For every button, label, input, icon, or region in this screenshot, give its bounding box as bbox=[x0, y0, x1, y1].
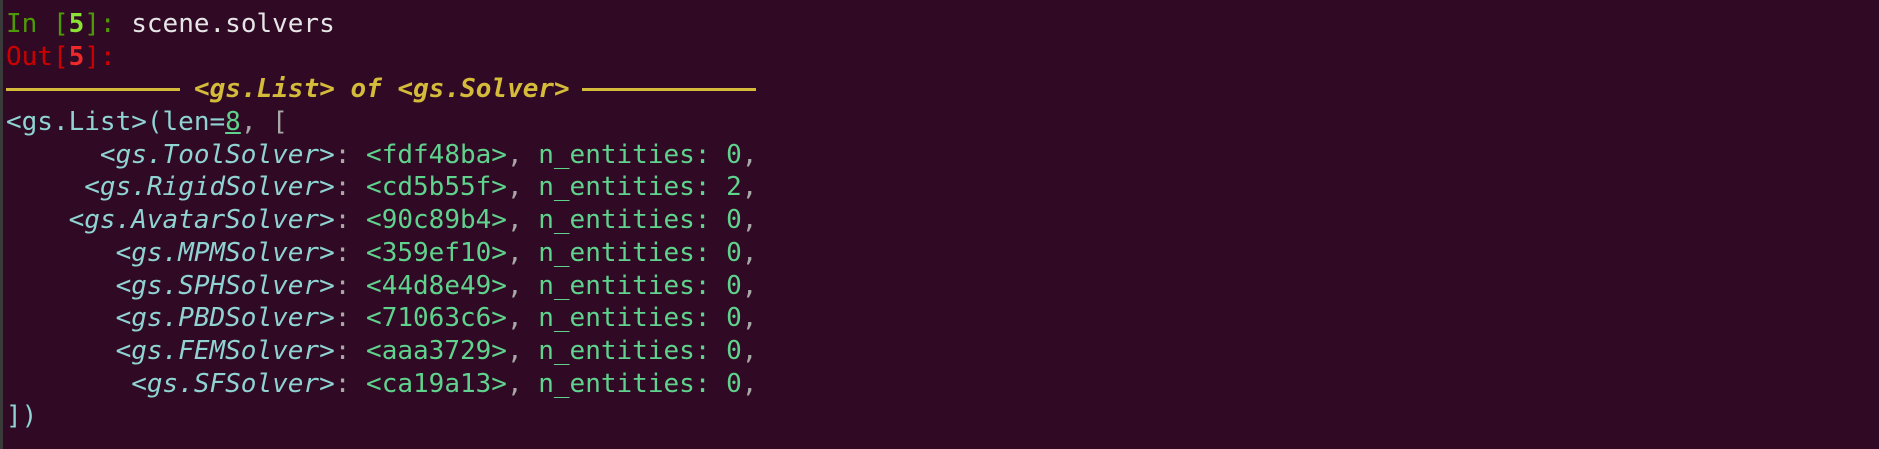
comma: , bbox=[506, 237, 539, 268]
colon: : bbox=[334, 303, 367, 334]
header-rule: <gs.List> of <gs.Solver> bbox=[6, 73, 757, 106]
list-open-bracket: , [ bbox=[240, 107, 288, 138]
colon: : bbox=[694, 172, 727, 203]
n-entities: 2 bbox=[726, 172, 742, 203]
input-line: In [5]: scene.solvers bbox=[6, 9, 335, 39]
indent bbox=[6, 271, 116, 301]
solver-row: <gs.PBDSolver>: <71063c6>, n_entities: 0… bbox=[6, 302, 758, 335]
solver-name: <gs.SFSolver> bbox=[131, 368, 335, 399]
comma: , bbox=[506, 139, 539, 170]
solver-name: <gs.FEMSolver> bbox=[115, 335, 335, 366]
terminal-output: In [5]: scene.solvers Out[5]: <gs.List> … bbox=[6, 8, 757, 433]
solver-id: <aaa3729> bbox=[366, 335, 507, 366]
n-entities: 0 bbox=[726, 237, 742, 268]
colon: : bbox=[334, 205, 367, 236]
input-code: scene.solvers bbox=[131, 9, 335, 39]
field-label: n_entities bbox=[538, 335, 695, 366]
colon: : bbox=[694, 303, 727, 334]
out-prompt: Out bbox=[6, 41, 53, 72]
comma: , bbox=[741, 270, 758, 301]
colon: : bbox=[694, 139, 727, 170]
solver-name: <gs.SPHSolver> bbox=[115, 270, 335, 301]
colon: : bbox=[334, 335, 367, 366]
comma: , bbox=[741, 172, 758, 203]
indent bbox=[6, 336, 116, 366]
indent bbox=[6, 303, 116, 333]
colon: : bbox=[334, 368, 367, 399]
colon: : bbox=[694, 205, 727, 236]
solver-id: <ca19a13> bbox=[366, 368, 507, 399]
comma: , bbox=[741, 303, 758, 334]
solver-id: <44d8e49> bbox=[366, 270, 507, 301]
comma: , bbox=[741, 139, 758, 170]
field-label: n_entities bbox=[538, 237, 695, 268]
solver-id: <fdf48ba> bbox=[366, 139, 507, 170]
solver-row: <gs.AvatarSolver>: <90c89b4>, n_entities… bbox=[6, 204, 758, 237]
colon: : bbox=[694, 237, 727, 268]
colon: : bbox=[334, 237, 367, 268]
window-edge bbox=[0, 0, 3, 449]
list-open: <gs.List>(len=8, [ bbox=[6, 106, 757, 139]
comma: , bbox=[506, 270, 539, 301]
field-label: n_entities bbox=[538, 139, 695, 170]
indent bbox=[6, 205, 69, 235]
comma: , bbox=[741, 205, 758, 236]
field-label: n_entities bbox=[538, 205, 695, 236]
comma: , bbox=[741, 237, 758, 268]
n-entities: 0 bbox=[726, 270, 742, 301]
solver-row: <gs.SFSolver>: <ca19a13>, n_entities: 0, bbox=[6, 368, 757, 401]
colon: : bbox=[334, 172, 367, 203]
header-title: <gs.List> of <gs.Solver> bbox=[194, 74, 570, 105]
output-line: Out[5]: bbox=[6, 41, 116, 72]
solver-row: <gs.MPMSolver>: <359ef10>, n_entities: 0… bbox=[6, 237, 758, 270]
solver-row: <gs.RigidSolver>: <cd5b55f>, n_entities:… bbox=[6, 171, 757, 204]
field-label: n_entities bbox=[538, 303, 695, 334]
list-length: 8 bbox=[225, 107, 241, 138]
rule-right bbox=[581, 88, 756, 92]
colon: : bbox=[694, 270, 727, 301]
n-entities: 0 bbox=[726, 303, 742, 334]
in-number: 5 bbox=[68, 9, 85, 39]
solver-id: <71063c6> bbox=[366, 303, 507, 334]
comma: , bbox=[506, 368, 539, 399]
solver-list: <gs.ToolSolver>: <fdf48ba>, n_entities: … bbox=[6, 139, 758, 401]
comma: , bbox=[506, 205, 539, 236]
list-close: ]) bbox=[6, 401, 38, 432]
indent bbox=[6, 172, 84, 202]
n-entities: 0 bbox=[726, 139, 742, 170]
n-entities: 0 bbox=[726, 368, 742, 399]
colon: : bbox=[334, 139, 367, 170]
comma: , bbox=[506, 172, 539, 203]
field-label: n_entities bbox=[538, 368, 695, 399]
solver-id: <90c89b4> bbox=[366, 205, 507, 236]
solver-name: <gs.AvatarSolver> bbox=[68, 205, 335, 236]
field-label: n_entities bbox=[538, 172, 695, 203]
rule-left bbox=[6, 88, 180, 92]
solver-name: <gs.ToolSolver> bbox=[99, 139, 335, 170]
indent bbox=[6, 140, 100, 170]
comma: , bbox=[506, 335, 539, 366]
solver-id: <359ef10> bbox=[366, 237, 507, 268]
solver-row: <gs.SPHSolver>: <44d8e49>, n_entities: 0… bbox=[6, 270, 758, 303]
list-prefix: <gs.List>(len= bbox=[6, 107, 226, 138]
n-entities: 0 bbox=[726, 335, 742, 366]
indent bbox=[6, 369, 131, 399]
n-entities: 0 bbox=[726, 205, 742, 236]
colon: : bbox=[334, 270, 367, 301]
solver-row: <gs.ToolSolver>: <fdf48ba>, n_entities: … bbox=[6, 139, 758, 172]
colon: : bbox=[694, 335, 727, 366]
out-number: 5 bbox=[68, 41, 85, 72]
comma: , bbox=[741, 368, 758, 399]
field-label: n_entities bbox=[538, 270, 695, 301]
comma: , bbox=[741, 335, 758, 366]
solver-row: <gs.FEMSolver>: <aaa3729>, n_entities: 0… bbox=[6, 335, 758, 368]
comma: , bbox=[506, 303, 539, 334]
solver-name: <gs.RigidSolver> bbox=[84, 172, 335, 203]
in-prompt: In bbox=[6, 9, 53, 39]
solver-name: <gs.MPMSolver> bbox=[115, 237, 335, 268]
solver-name: <gs.PBDSolver> bbox=[115, 303, 335, 334]
indent bbox=[6, 238, 116, 268]
colon: : bbox=[694, 368, 727, 399]
solver-id: <cd5b55f> bbox=[366, 172, 507, 203]
